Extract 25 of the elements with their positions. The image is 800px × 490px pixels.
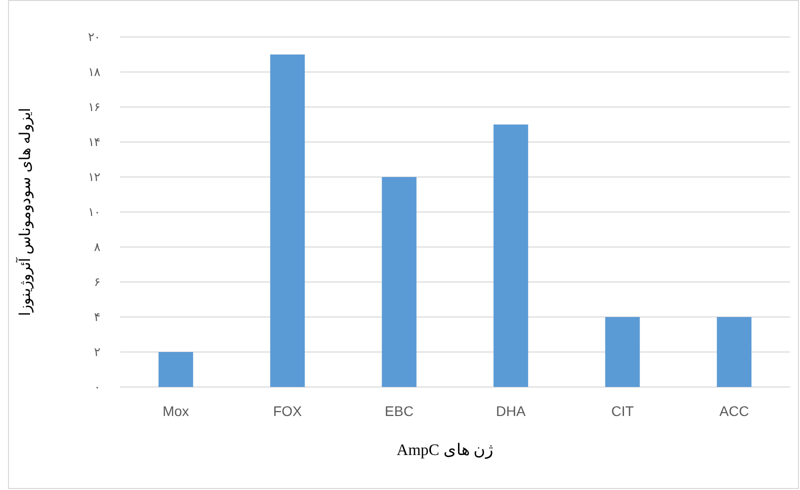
x-axis-title: ژن های AmpC: [396, 442, 494, 459]
bar: [158, 352, 194, 387]
x-tick-label: FOX: [273, 403, 303, 419]
y-tick-label: ۱۴: [88, 135, 100, 149]
y-tick-label: ۲۰: [88, 30, 100, 44]
y-tick-label: ۶: [94, 275, 100, 289]
y-tick-label: ۸: [94, 240, 101, 254]
bar: [382, 177, 416, 387]
x-tick-label: ACC: [719, 403, 749, 419]
y-tick-label: ۱۶: [88, 100, 100, 114]
x-tick-label: Mox: [162, 403, 190, 419]
y-axis-title: ایزوله های سودوموناس آئروژینوزا: [16, 108, 34, 316]
y-tick-label: ۱۲: [88, 170, 100, 184]
y-tick-label: ۲: [94, 345, 100, 359]
x-tick-label: EBC: [384, 403, 414, 419]
y-tick-label: ۱۸: [88, 65, 101, 79]
bar: [494, 124, 528, 387]
bar: [716, 317, 752, 387]
bar: [270, 54, 305, 387]
y-tick-label: ۴: [94, 310, 100, 324]
y-tick-label: ۰: [94, 380, 100, 394]
bar: [605, 317, 640, 387]
x-tick-label: DHA: [496, 403, 526, 419]
x-tick-label: CIT: [611, 403, 634, 419]
y-tick-label: ۱۰: [88, 205, 100, 219]
